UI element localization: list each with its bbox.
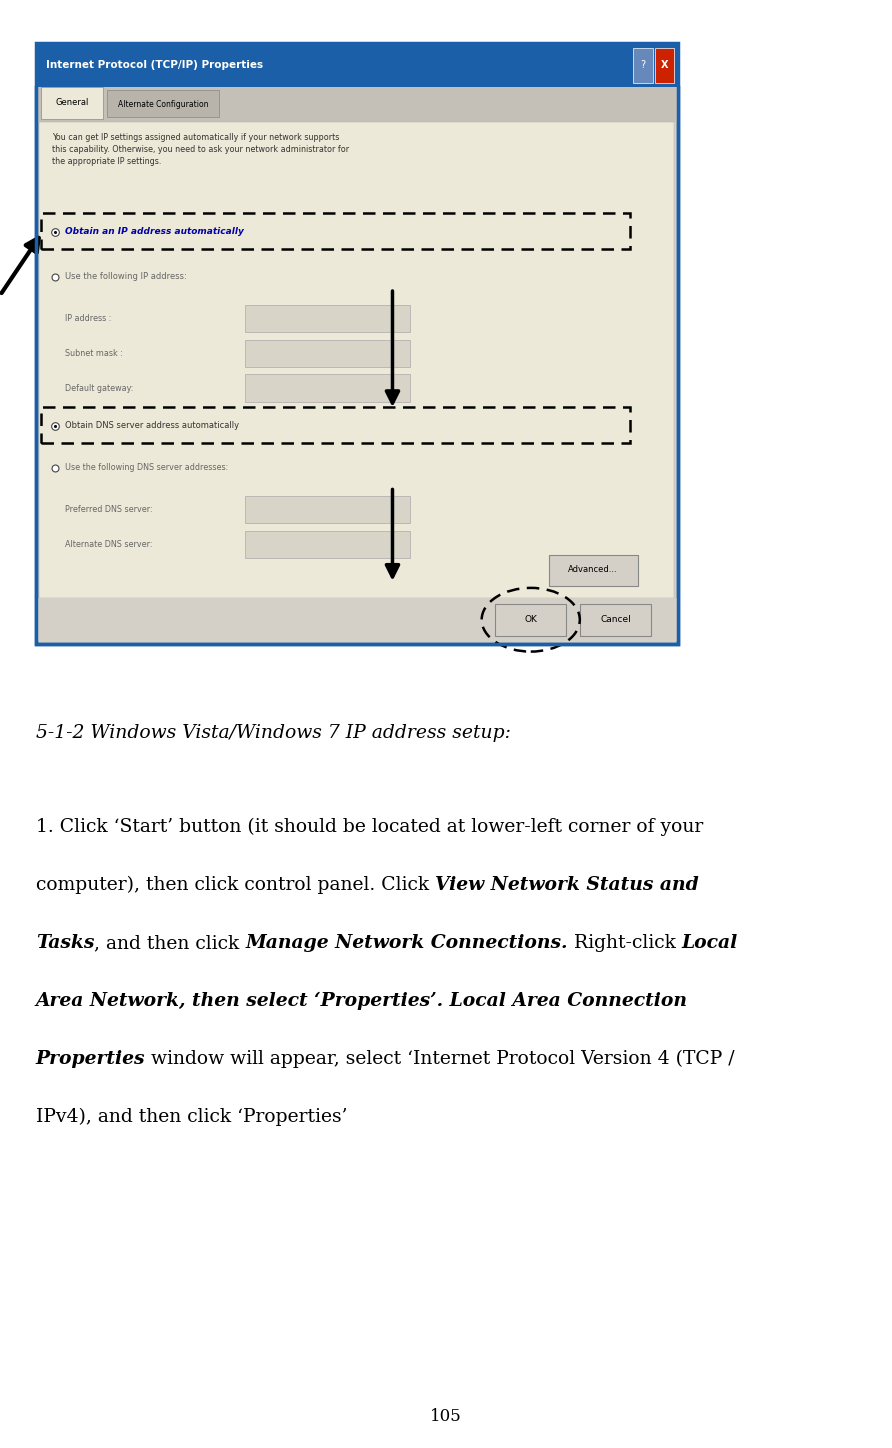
- Bar: [36, 87, 678, 122]
- Text: Advanced...: Advanced...: [568, 565, 618, 573]
- Text: Obtain an IP address automatically: Obtain an IP address automatically: [65, 227, 244, 236]
- Text: Obtain DNS server address automatically: Obtain DNS server address automatically: [65, 421, 239, 430]
- Text: Use the following DNS server addresses:: Use the following DNS server addresses:: [65, 463, 228, 472]
- Bar: [41, 87, 103, 119]
- Bar: [36, 43, 678, 87]
- Text: OK: OK: [524, 615, 537, 624]
- Text: Cancel: Cancel: [600, 615, 631, 624]
- Bar: [107, 90, 219, 117]
- Text: Area Network, then select ‘Properties’. Local Area Connection: Area Network, then select ‘Properties’. …: [36, 992, 688, 1011]
- Text: Use the following IP address:: Use the following IP address:: [65, 272, 186, 281]
- Text: Alternate DNS server:: Alternate DNS server:: [65, 540, 153, 549]
- Bar: [36, 43, 678, 644]
- Text: General: General: [55, 98, 89, 107]
- Text: 5-1-2 Windows Vista/Windows 7 IP address setup:: 5-1-2 Windows Vista/Windows 7 IP address…: [36, 724, 511, 741]
- Bar: [36, 598, 678, 641]
- Bar: [580, 604, 651, 636]
- Text: Subnet mask :: Subnet mask :: [65, 349, 123, 358]
- Bar: [245, 340, 410, 368]
- Bar: [549, 555, 638, 586]
- Text: View Network Status and: View Network Status and: [434, 876, 698, 893]
- Bar: [39, 122, 674, 598]
- Bar: [41, 213, 630, 249]
- Text: X: X: [661, 61, 668, 70]
- Bar: [245, 306, 410, 333]
- Text: computer), then click control panel. Click: computer), then click control panel. Cli…: [36, 876, 434, 895]
- Text: 1. Click ‘Start’ button (it should be located at lower-left corner of your: 1. Click ‘Start’ button (it should be lo…: [36, 818, 703, 837]
- Bar: [495, 604, 566, 636]
- Bar: [655, 48, 674, 83]
- Text: Preferred DNS server:: Preferred DNS server:: [65, 505, 153, 514]
- Text: IPv4), and then click ‘Properties’: IPv4), and then click ‘Properties’: [36, 1108, 347, 1127]
- Text: Tasks: Tasks: [36, 934, 94, 951]
- Text: Internet Protocol (TCP/IP) Properties: Internet Protocol (TCP/IP) Properties: [46, 61, 263, 70]
- Bar: [245, 375, 410, 403]
- Text: Manage Network Connections.: Manage Network Connections.: [245, 934, 568, 951]
- Text: IP address :: IP address :: [65, 314, 112, 323]
- Text: 105: 105: [430, 1407, 462, 1425]
- Text: Alternate Configuration: Alternate Configuration: [118, 100, 208, 109]
- Text: Properties: Properties: [36, 1050, 145, 1067]
- Text: Default gateway:: Default gateway:: [65, 384, 134, 392]
- Bar: [41, 407, 630, 443]
- Bar: [36, 87, 678, 644]
- Text: , and then click: , and then click: [94, 934, 245, 951]
- Text: window will appear, select ‘Internet Protocol Version 4 (TCP /: window will appear, select ‘Internet Pro…: [145, 1050, 735, 1069]
- Text: You can get IP settings assigned automatically if your network supports
this cap: You can get IP settings assigned automat…: [52, 133, 349, 167]
- Bar: [633, 48, 653, 83]
- Bar: [245, 497, 410, 524]
- Text: ?: ?: [640, 61, 646, 70]
- Bar: [245, 531, 410, 559]
- Text: Local: Local: [681, 934, 738, 951]
- Text: Right-click: Right-click: [568, 934, 681, 951]
